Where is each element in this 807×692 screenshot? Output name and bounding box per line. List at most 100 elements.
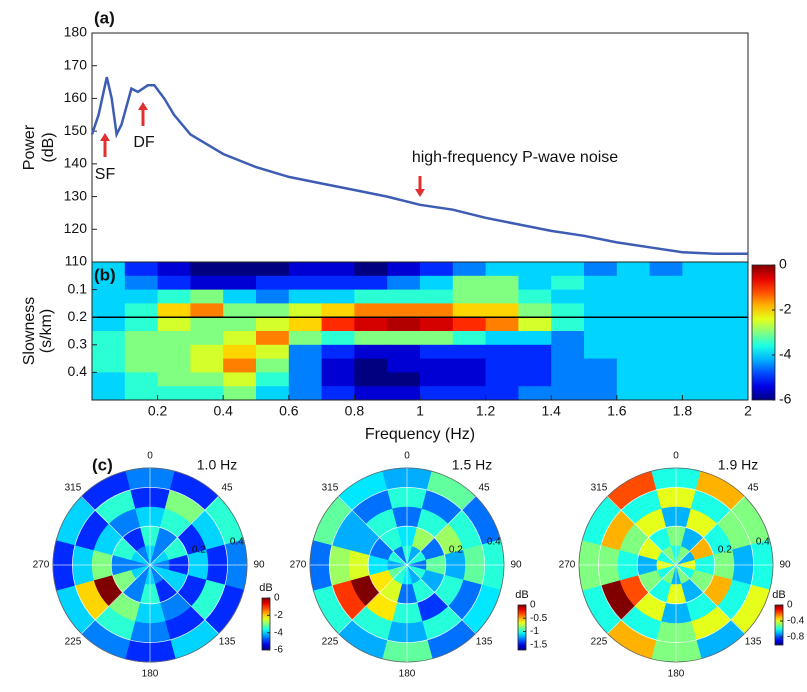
heatmap-cell: [616, 317, 651, 332]
heatmap-cell: [157, 344, 191, 360]
power-line: [90, 76, 748, 256]
heatmap-cell: [157, 386, 191, 401]
y-tick-label: 130: [64, 187, 88, 203]
polar-cell: [387, 550, 407, 565]
heatmap-cell: [682, 275, 716, 291]
colorbar-tick-label: -1.5: [530, 639, 548, 650]
polar-cell: [676, 565, 696, 580]
polar-cell: [461, 495, 502, 546]
heatmap-cell: [420, 358, 454, 373]
heatmap-cell: [288, 303, 323, 318]
heatmap-cell: [584, 303, 618, 318]
heatmap-cell: [288, 317, 323, 332]
heatmap-cell: [124, 331, 159, 346]
heatmap-cell: [354, 317, 388, 332]
x-tick-label: 1.6: [607, 403, 627, 419]
polar-cell: [337, 619, 388, 660]
heatmap-cell: [551, 275, 585, 291]
y-axis-label: Slowness: [21, 297, 38, 365]
heatmap-cell: [288, 372, 323, 387]
polar-cell: [716, 579, 752, 621]
polar-ring: [367, 525, 447, 605]
heatmap-cell: [190, 317, 224, 332]
heatmap-cell: [584, 262, 618, 277]
theta-tick-label: 180: [142, 669, 159, 680]
polar-cell: [676, 545, 691, 565]
heatmap-cell: [92, 372, 126, 387]
polar-cell: [676, 565, 691, 585]
heatmap-cell: [518, 344, 552, 360]
plot-frame: [91, 32, 749, 263]
heatmap-cell: [124, 317, 159, 332]
heatmap-cell: [288, 344, 323, 360]
colorbar-tick-label: -0.4: [787, 616, 805, 627]
colorbar-tick-label: -4: [779, 346, 792, 362]
heatmap-cell: [518, 386, 552, 401]
heatmap-cell: [321, 303, 355, 318]
heatmap-cell: [288, 386, 323, 401]
heatmap-cell: [190, 331, 224, 346]
heatmap-cell: [616, 331, 651, 346]
polar-cell: [150, 565, 165, 585]
theta-tick-label: 225: [65, 637, 82, 648]
polar-cell: [331, 579, 367, 621]
polar-ring: [110, 525, 190, 605]
heatmap-cell: [715, 317, 749, 332]
heatmap-cell: [288, 289, 323, 304]
heatmap-cell: [485, 386, 519, 401]
polar-cell: [606, 470, 657, 511]
polar-cell: [620, 605, 662, 641]
theta-tick-label: 0: [673, 451, 679, 462]
heatmap-cell: [551, 262, 585, 277]
polar-cell: [130, 550, 150, 565]
heatmap-cell: [190, 386, 224, 401]
polar-cell: [600, 509, 636, 551]
polar-spoke: [406, 496, 476, 566]
heatmap-cell: [420, 303, 454, 318]
polar-spoke: [406, 564, 476, 634]
polar-cell: [447, 509, 483, 551]
theta-tick-label: 45: [222, 483, 234, 494]
polar-cell: [392, 545, 407, 565]
colorbar: [517, 604, 527, 651]
heatmap-cell: [223, 317, 257, 332]
heatmap-cell: [354, 331, 388, 346]
polar-cell: [204, 584, 245, 635]
heatmap-cell: [715, 262, 749, 277]
heatmap-cell: [387, 289, 421, 304]
heatmap-cell: [420, 262, 454, 277]
y-tick-label: 180: [64, 24, 88, 40]
y-tick-label: 150: [64, 122, 88, 138]
heatmap-cell: [616, 386, 651, 401]
y-tick-label: 0.2: [68, 308, 88, 324]
heatmap-cell: [682, 331, 716, 346]
heatmap-cell: [223, 331, 257, 346]
polar-ring: [328, 486, 485, 643]
heatmap-cell: [92, 317, 126, 332]
polar-cell: [656, 550, 676, 565]
heatmap-cell: [584, 331, 618, 346]
heatmap-cell: [157, 317, 191, 332]
heatmap-cell: [92, 262, 126, 277]
heatmap-cell: [584, 275, 618, 291]
r-tick-label: 0.4: [487, 537, 501, 548]
theta-tick-label: 270: [559, 560, 576, 571]
polar-cell: [730, 584, 771, 635]
heatmap-cell: [288, 331, 323, 346]
polar-cell: [581, 584, 622, 635]
polar-cell: [190, 579, 226, 621]
panel-title: 1.5 Hz: [452, 457, 492, 473]
polar-cell: [426, 470, 477, 511]
heatmap-cell: [256, 331, 290, 346]
heatmap-cell: [223, 344, 257, 360]
theta-tick-label: 315: [65, 483, 82, 494]
heatmap-cell: [223, 275, 257, 291]
heatmap-cell: [452, 262, 487, 277]
x-tick-label: 1.4: [541, 403, 561, 419]
heatmap-cell: [92, 386, 126, 401]
polar-cell: [690, 489, 732, 525]
polar-cell: [164, 605, 206, 641]
heatmap-cell: [321, 275, 355, 291]
polar-cell: [407, 565, 422, 585]
heatmap-cell: [420, 331, 454, 346]
